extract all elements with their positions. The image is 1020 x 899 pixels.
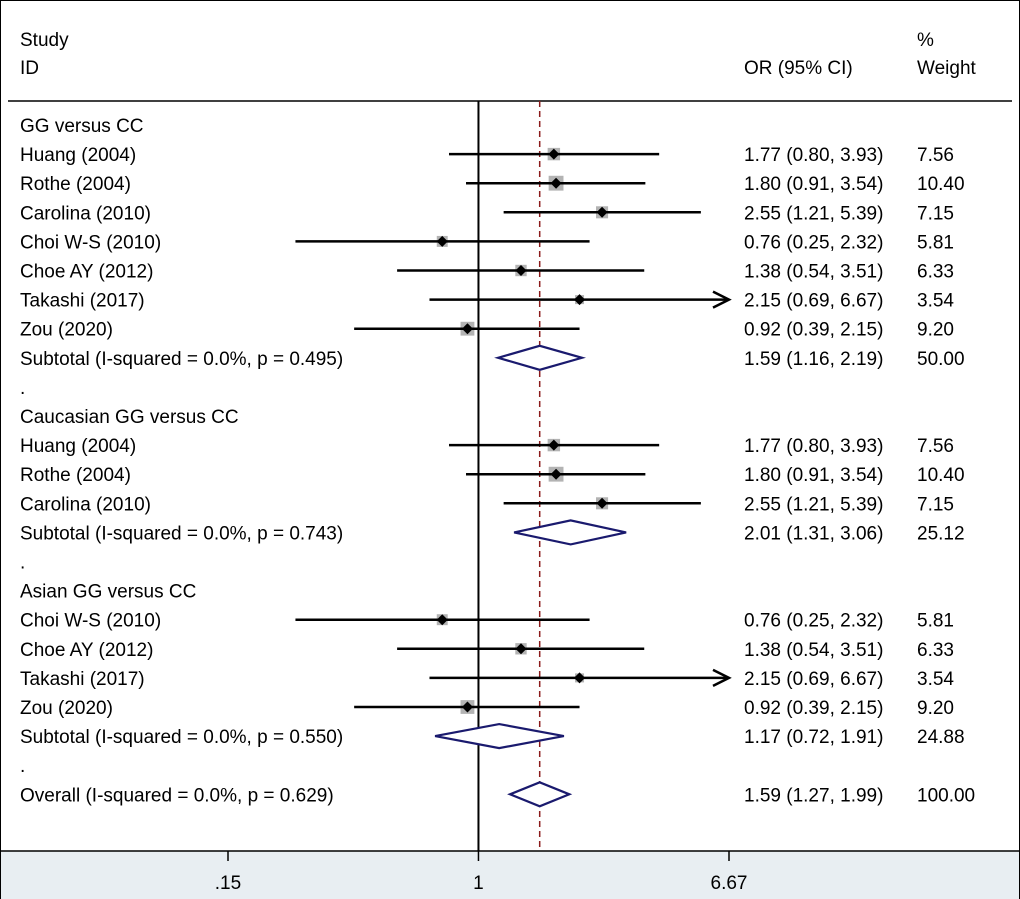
row-or-ci: 1.59 (1.16, 2.19) xyxy=(744,349,883,370)
row-label-study: Choe AY (2012) xyxy=(20,640,153,661)
row-or-ci: 1.80 (0.91, 3.54) xyxy=(744,465,883,486)
header-weight: Weight xyxy=(917,58,977,79)
row-label-subtotal: Subtotal (I-squared = 0.0%, p = 0.495) xyxy=(20,349,343,370)
row-weight: 50.00 xyxy=(917,349,965,370)
point-estimate xyxy=(461,323,473,335)
row-label-spacer: . xyxy=(20,378,25,399)
row-label-study: Carolina (2010) xyxy=(20,494,151,515)
point-estimate xyxy=(548,439,560,451)
point-estimate xyxy=(548,148,560,160)
point-estimate xyxy=(515,265,527,276)
row-weight: 10.40 xyxy=(917,465,965,486)
row-weight: 7.15 xyxy=(917,203,954,224)
row-weight: 7.15 xyxy=(917,494,954,515)
row-weight: 24.88 xyxy=(917,727,965,748)
row-label-study: Rothe (2004) xyxy=(20,465,131,486)
row-or-ci: 2.15 (0.69, 6.67) xyxy=(744,291,883,312)
row-or-ci: 1.17 (0.72, 1.91) xyxy=(744,727,883,748)
point-estimate xyxy=(436,235,448,247)
point-estimate xyxy=(574,294,586,306)
x-tick-label: 1 xyxy=(473,873,484,894)
row-or-ci: 2.55 (1.21, 5.39) xyxy=(744,494,883,515)
row-weight: 6.33 xyxy=(917,262,954,283)
point-estimate xyxy=(574,672,586,684)
row-or-ci: 2.01 (1.31, 3.06) xyxy=(744,523,883,544)
row-weight: 6.33 xyxy=(917,640,954,661)
row-label-group: GG versus CC xyxy=(20,116,144,137)
ci-arrow xyxy=(712,668,732,688)
point-estimate xyxy=(515,643,527,655)
header-id: ID xyxy=(20,58,39,79)
row-weight: 5.81 xyxy=(917,611,954,632)
row-label-subtotal: Subtotal (I-squared = 0.0%, p = 0.743) xyxy=(20,523,343,544)
row-label-study: Choi W-S (2010) xyxy=(20,232,161,253)
row-or-ci: 1.80 (0.91, 3.54) xyxy=(744,174,883,195)
row-label-study: Takashi (2017) xyxy=(20,291,145,312)
x-tick-label: 6.67 xyxy=(711,873,748,894)
row-weight: 100.00 xyxy=(917,785,975,806)
axis-band xyxy=(0,851,1020,899)
pooled-diamond xyxy=(434,722,565,750)
point-estimate xyxy=(461,701,473,713)
row-label-overall: Overall (I-squared = 0.0%, p = 0.629) xyxy=(20,785,334,806)
point-estimate xyxy=(550,177,562,189)
row-or-ci: 0.76 (0.25, 2.32) xyxy=(744,232,883,253)
row-weight: 7.56 xyxy=(917,145,954,166)
row-label-spacer: . xyxy=(20,553,25,574)
row-or-ci: 1.77 (0.80, 3.93) xyxy=(744,436,883,457)
row-or-ci: 0.92 (0.39, 2.15) xyxy=(744,320,883,341)
row-label-study: Zou (2020) xyxy=(20,698,113,719)
row-label-study: Choe AY (2012) xyxy=(20,262,153,283)
row-weight: 3.54 xyxy=(917,291,954,312)
point-estimate xyxy=(596,497,608,509)
header-weight-symbol: % xyxy=(917,30,934,51)
row-or-ci: 1.59 (1.27, 1.99) xyxy=(744,785,883,806)
x-tick-label: .15 xyxy=(215,873,241,894)
point-estimate xyxy=(596,206,608,218)
row-weight: 7.56 xyxy=(917,436,954,457)
row-or-ci: 0.92 (0.39, 2.15) xyxy=(744,698,883,719)
row-weight: 5.81 xyxy=(917,232,954,253)
point-estimate xyxy=(436,614,448,626)
point-estimate xyxy=(550,468,562,480)
row-weight: 10.40 xyxy=(917,174,965,195)
row-label-study: Huang (2004) xyxy=(20,145,136,166)
row-or-ci: 1.77 (0.80, 3.93) xyxy=(744,145,883,166)
row-or-ci: 2.55 (1.21, 5.39) xyxy=(744,203,883,224)
row-label-study: Rothe (2004) xyxy=(20,174,131,195)
header-study: Study xyxy=(20,30,69,51)
row-label-study: Zou (2020) xyxy=(20,320,113,341)
row-or-ci: 1.38 (0.54, 3.51) xyxy=(744,640,883,661)
row-label-group: Caucasian GG versus CC xyxy=(20,407,239,428)
row-or-ci: 0.76 (0.25, 2.32) xyxy=(744,611,883,632)
row-label-study: Takashi (2017) xyxy=(20,669,145,690)
row-label-study: Choi W-S (2010) xyxy=(20,611,161,632)
pooled-diamond xyxy=(494,344,586,371)
row-label-study: Carolina (2010) xyxy=(20,203,151,224)
row-or-ci: 1.38 (0.54, 3.51) xyxy=(744,262,883,283)
row-label-spacer: . xyxy=(20,756,25,777)
row-weight: 25.12 xyxy=(917,523,965,544)
pooled-diamond xyxy=(513,519,627,546)
row-weight: 9.20 xyxy=(917,698,954,719)
ci-arrow xyxy=(712,290,732,309)
pooled-diamond xyxy=(507,781,573,808)
row-label-study: Huang (2004) xyxy=(20,436,136,457)
header-or: OR (95% CI) xyxy=(744,58,853,79)
row-or-ci: 2.15 (0.69, 6.67) xyxy=(744,669,883,690)
row-weight: 3.54 xyxy=(917,669,954,690)
row-weight: 9.20 xyxy=(917,320,954,341)
row-label-subtotal: Subtotal (I-squared = 0.0%, p = 0.550) xyxy=(20,727,343,748)
row-label-group: Asian GG versus CC xyxy=(20,582,196,603)
